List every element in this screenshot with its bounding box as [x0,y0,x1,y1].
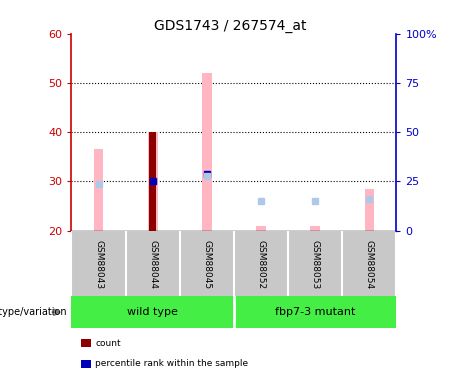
Text: GDS1743 / 267574_at: GDS1743 / 267574_at [154,19,307,33]
Text: count: count [95,339,121,348]
Text: wild type: wild type [127,307,178,317]
Bar [256,226,266,231]
Bar [202,73,212,231]
Text: GSM88053: GSM88053 [311,240,320,290]
Text: GSM88045: GSM88045 [202,240,212,290]
Bar [94,149,103,231]
Text: fbp7-3 mutant: fbp7-3 mutant [275,307,355,317]
Bar [365,189,374,231]
Text: percentile rank within the sample: percentile rank within the sample [95,359,248,368]
Text: GSM88052: GSM88052 [256,240,266,290]
Bar [149,132,156,231]
Text: GSM88054: GSM88054 [365,240,374,290]
Bar [148,132,158,231]
Bar [310,226,320,231]
Text: GSM88043: GSM88043 [94,240,103,290]
Text: genotype/variation: genotype/variation [0,307,67,317]
Text: GSM88044: GSM88044 [148,240,157,290]
